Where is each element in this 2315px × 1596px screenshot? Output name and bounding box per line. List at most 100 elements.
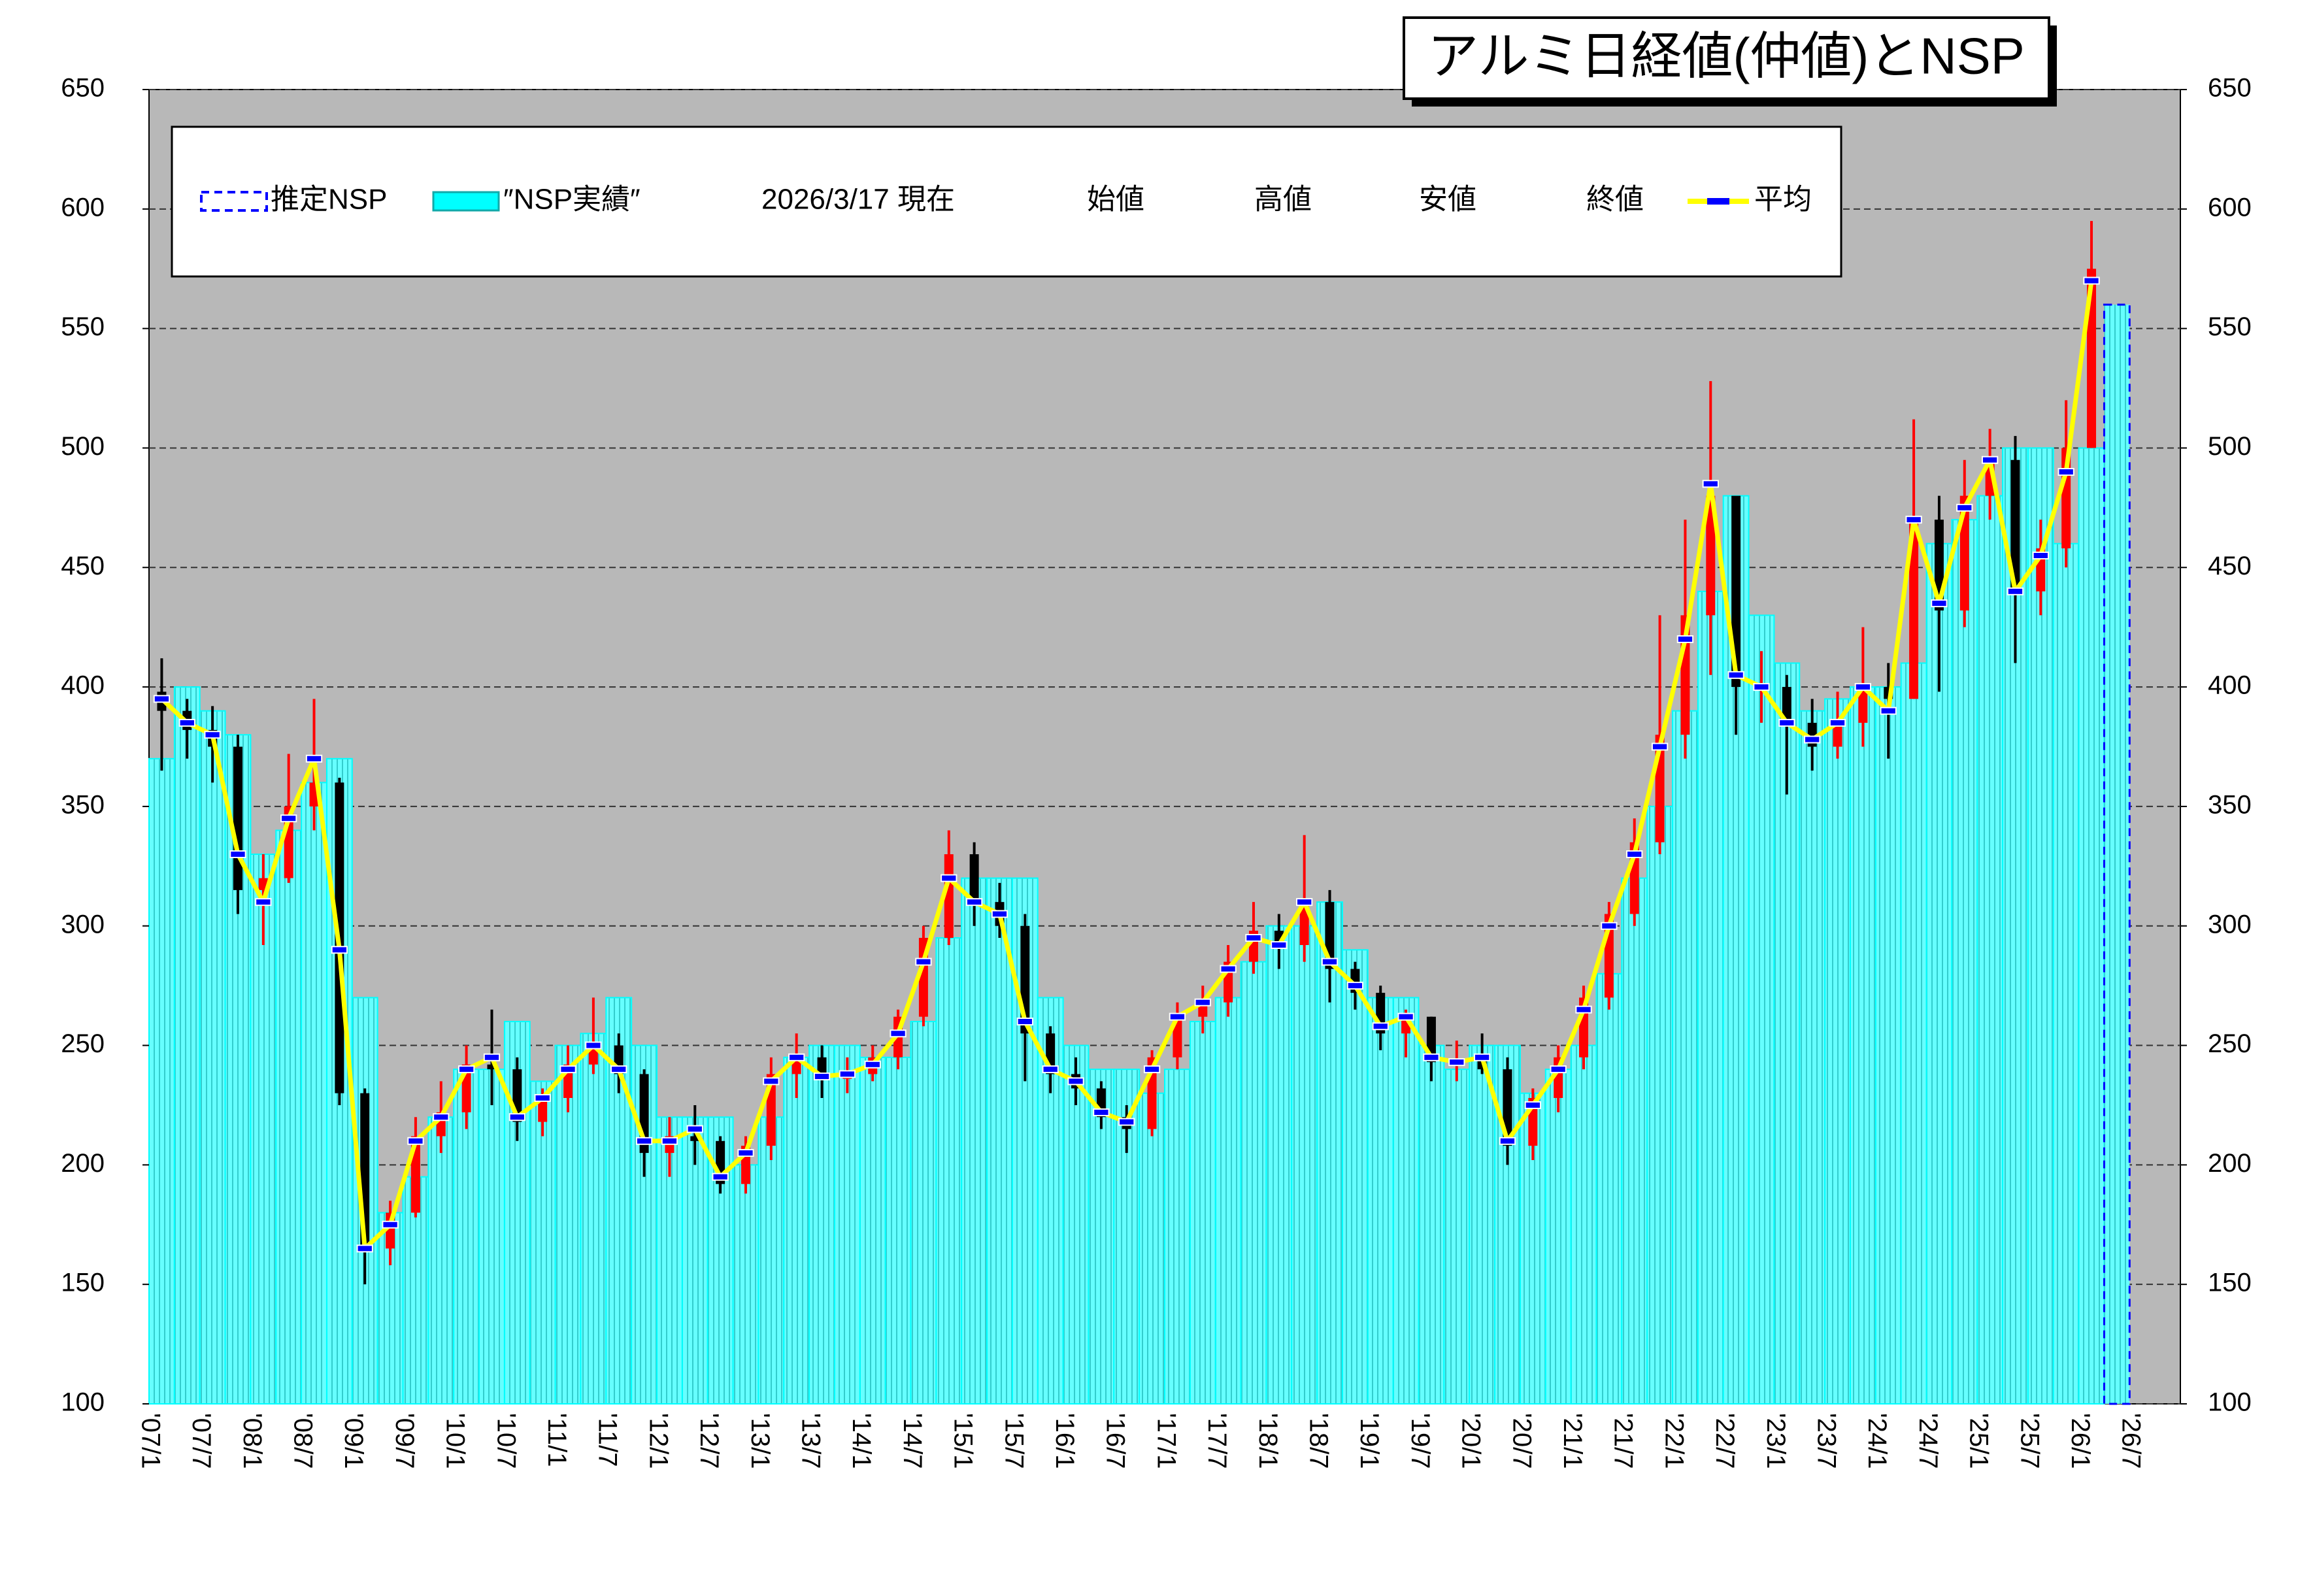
- average-marker: [965, 898, 983, 906]
- y2-tick-label: 600: [2208, 193, 2252, 222]
- candle-body: [1782, 687, 1791, 723]
- y-tick-label: 500: [61, 432, 105, 461]
- average-marker: [585, 1041, 602, 1050]
- nsp-bar: [1469, 1044, 1496, 1405]
- candle-body: [1706, 495, 1716, 616]
- average-marker: [737, 1149, 754, 1157]
- average-marker: [1499, 1137, 1516, 1145]
- nsp-bar: [1595, 973, 1623, 1405]
- y-tick-label: 100: [61, 1388, 105, 1417]
- x-tick-label: '19/1: [1355, 1413, 1384, 1469]
- x-tick-label: '15/1: [949, 1413, 978, 1469]
- nsp-bar: [1139, 1092, 1166, 1405]
- candle-body: [690, 1136, 700, 1141]
- average-marker: [1880, 707, 1897, 715]
- average-marker: [280, 814, 297, 823]
- average-marker: [610, 1065, 627, 1074]
- x-tick-label: '22/1: [1659, 1413, 1688, 1469]
- nsp-bar: [478, 1069, 505, 1405]
- candle-body: [1731, 495, 1741, 688]
- average-marker: [1854, 683, 1872, 691]
- x-tick-label: '17/7: [1203, 1413, 1231, 1469]
- average-marker: [788, 1053, 805, 1061]
- nsp-bar: [1341, 949, 1369, 1405]
- nsp-bar: [199, 710, 226, 1405]
- x-tick-label: '08/7: [289, 1413, 318, 1469]
- x-tick-label: '14/7: [898, 1413, 927, 1469]
- average-marker: [1169, 1012, 1186, 1021]
- nsp-bar: [1418, 1044, 1445, 1405]
- y2-tick-label: 100: [2208, 1388, 2252, 1417]
- nsp-bar: [1621, 877, 1648, 1405]
- nsp-bar: [1951, 519, 1978, 1405]
- x-tick-label: '24/7: [1914, 1413, 1942, 1469]
- average-marker: [1651, 742, 1669, 751]
- nsp-bar: [1443, 1069, 1471, 1405]
- average-marker: [1753, 683, 1770, 691]
- nsp-bar: [961, 877, 988, 1405]
- as-of-date: 2026/3/17 現在: [761, 184, 955, 216]
- nsp-bar: [1748, 614, 1775, 1405]
- y-tick-label: 450: [61, 552, 105, 580]
- nsp-bar: [1265, 925, 1293, 1405]
- axes: 100 150 200 250 300 350 400 450 500 550 600 650 100 1…: [61, 74, 2252, 1469]
- y2-tick-label: 250: [2208, 1029, 2252, 1058]
- average-marker: [458, 1065, 475, 1074]
- x-tick-label: '08/1: [238, 1413, 267, 1469]
- average-marker: [915, 957, 932, 966]
- average-marker: [305, 754, 323, 763]
- nsp-bar: [1392, 997, 1420, 1405]
- y-tick-label: 250: [61, 1029, 105, 1058]
- nsp-bar: [986, 877, 1013, 1405]
- candle-body: [2010, 459, 2020, 591]
- candle-body: [1173, 1016, 1182, 1057]
- nsp-bar: [1697, 590, 1724, 1405]
- nsp-bar: [2078, 447, 2105, 1405]
- average-marker: [1245, 934, 1262, 942]
- nsp-bar: [833, 1044, 861, 1405]
- nsp-bar: [1925, 542, 1953, 1405]
- x-tick-label: '13/7: [797, 1413, 825, 1469]
- average-marker: [1093, 1108, 1110, 1116]
- average-marker: [763, 1077, 780, 1086]
- x-tick-label: '20/1: [1457, 1413, 1486, 1469]
- y2-tick-label: 150: [2208, 1269, 2252, 1297]
- nsp-bar: [1570, 1044, 1597, 1405]
- average-marker: [1118, 1118, 1135, 1126]
- x-tick-label: '11/7: [593, 1413, 622, 1467]
- y-tick-label: 350: [61, 790, 105, 819]
- y-tick-label: 200: [61, 1149, 105, 1178]
- average-marker: [1296, 898, 1313, 906]
- x-tick-label: '25/7: [2015, 1413, 2044, 1469]
- average-marker: [1524, 1101, 1541, 1109]
- nsp-bar: [275, 829, 303, 1405]
- legend-label: 終値: [1586, 184, 1644, 216]
- candle-body: [538, 1097, 548, 1122]
- average-marker: [661, 1137, 678, 1145]
- nsp-bar: [758, 1116, 785, 1405]
- x-tick-label: '25/1: [1965, 1413, 1993, 1469]
- nsp-bar: [1544, 1069, 1572, 1405]
- x-tick-label: '12/7: [695, 1413, 724, 1469]
- average-marker: [382, 1220, 399, 1229]
- x-tick-label: '21/7: [1609, 1413, 1638, 1469]
- average-marker: [433, 1113, 450, 1122]
- legend-swatch: [200, 191, 268, 212]
- average-marker: [839, 1070, 856, 1078]
- nsp-bar: [732, 1164, 759, 1405]
- nsp-bar: [1646, 805, 1673, 1405]
- y2-tick-label: 350: [2208, 790, 2252, 819]
- x-tick-label: '21/1: [1558, 1413, 1587, 1469]
- nsp-bar: [1240, 961, 1267, 1405]
- average-marker: [1042, 1065, 1059, 1074]
- y2-tick-label: 200: [2208, 1149, 2252, 1178]
- x-tick-label: '09/1: [339, 1413, 368, 1469]
- x-tick-label: '16/1: [1050, 1413, 1079, 1469]
- legend-swatch: [432, 191, 500, 212]
- average-marker: [1804, 735, 1821, 744]
- nsp-bar: [808, 1044, 835, 1405]
- average-marker: [1271, 940, 1288, 949]
- average-marker: [407, 1137, 424, 1145]
- average-marker: [204, 731, 221, 739]
